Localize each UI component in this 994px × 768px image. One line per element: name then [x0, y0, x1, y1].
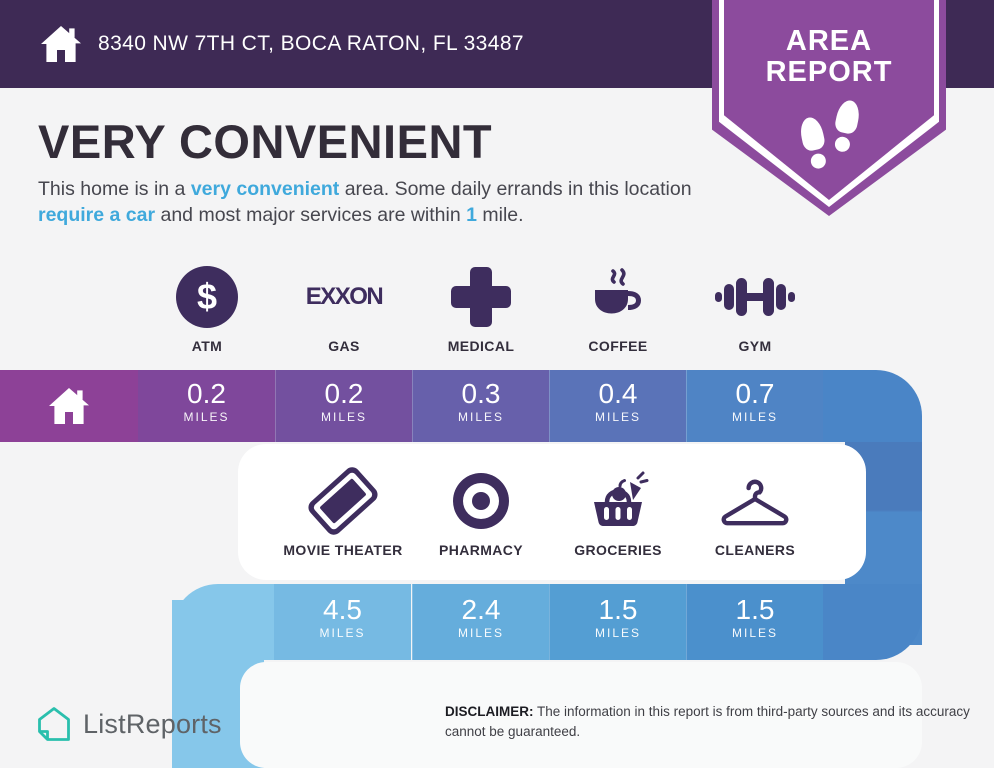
distance-cell-gas: 0.2 MILES — [275, 370, 412, 442]
distance-cell-atm: 0.2 MILES — [138, 370, 275, 442]
walkability-headline: VERY CONVENIENT — [38, 115, 493, 168]
amenity-medical: MEDICAL — [412, 260, 550, 354]
bullseye-icon — [453, 473, 509, 529]
home-marker-cell — [0, 370, 138, 442]
medical-cross-icon — [451, 267, 511, 327]
hanger-icon — [721, 479, 789, 526]
highlight-very-convenient: very convenient — [190, 178, 340, 200]
footprints-icon — [712, 98, 946, 170]
brand-name: ListReports — [83, 708, 222, 739]
grocery-basket-icon — [594, 471, 649, 526]
home-icon — [41, 26, 81, 62]
disclaimer-text: DISCLAIMER: The information in this repo… — [445, 704, 970, 739]
distance-cell-movie-theater: 4.5 MILES — [274, 584, 411, 660]
distance-cell-gym: 0.7 MILES — [686, 370, 823, 442]
dumbbell-icon — [715, 278, 795, 316]
bar2-lead — [172, 584, 274, 660]
bar2-tail — [823, 584, 922, 660]
distance-cell-coffee: 0.4 MILES — [549, 370, 686, 442]
distance-cell-cleaners: 1.5 MILES — [686, 584, 823, 660]
highlight-one-mile: 1 — [466, 203, 477, 226]
area-report-badge: AREA REPORT — [712, 0, 946, 216]
amenity-coffee: COFFEE — [549, 260, 687, 354]
disclaimer-card: DISCLAIMER: The information in this repo… — [240, 662, 970, 768]
exxon-logo-icon: EXXON — [305, 283, 384, 310]
badge-title: AREA REPORT — [765, 25, 893, 88]
amenity-pharmacy: PHARMACY — [412, 464, 550, 558]
distance-cell-groceries: 1.5 MILES — [549, 584, 686, 660]
distance-bar-2: 4.5 MILES 2.4 MILES 1.5 MILES 1.5 MILES — [172, 584, 922, 660]
home-marker-icon — [49, 388, 89, 424]
property-address: 8340 NW 7TH CT, BOCA RATON, FL 33487 — [98, 32, 524, 55]
atm-dollar-icon: $ — [176, 266, 238, 328]
bar1-corner — [823, 370, 922, 442]
amenity-movie-theater: MOVIE THEATER — [274, 463, 412, 558]
listreports-logo: ListReports — [34, 704, 222, 744]
coffee-cup-icon — [595, 268, 642, 314]
amenity-gas: EXXON GAS — [305, 283, 384, 354]
amenity-gym: GYM — [686, 260, 824, 354]
amenity-groceries: GROCERIES — [549, 464, 687, 558]
walkability-description: This home is in a very convenient area. … — [38, 178, 692, 226]
amenity-cleaners: CLEANERS — [686, 464, 824, 558]
highlight-require-a-car: require a car — [38, 203, 156, 226]
distance-cell-medical: 0.3 MILES — [412, 370, 549, 442]
distance-cell-pharmacy: 2.4 MILES — [412, 584, 549, 660]
listreports-house-icon — [38, 707, 70, 741]
movie-ticket-icon — [305, 463, 381, 539]
amenity-atm: $ ATM — [138, 260, 276, 354]
